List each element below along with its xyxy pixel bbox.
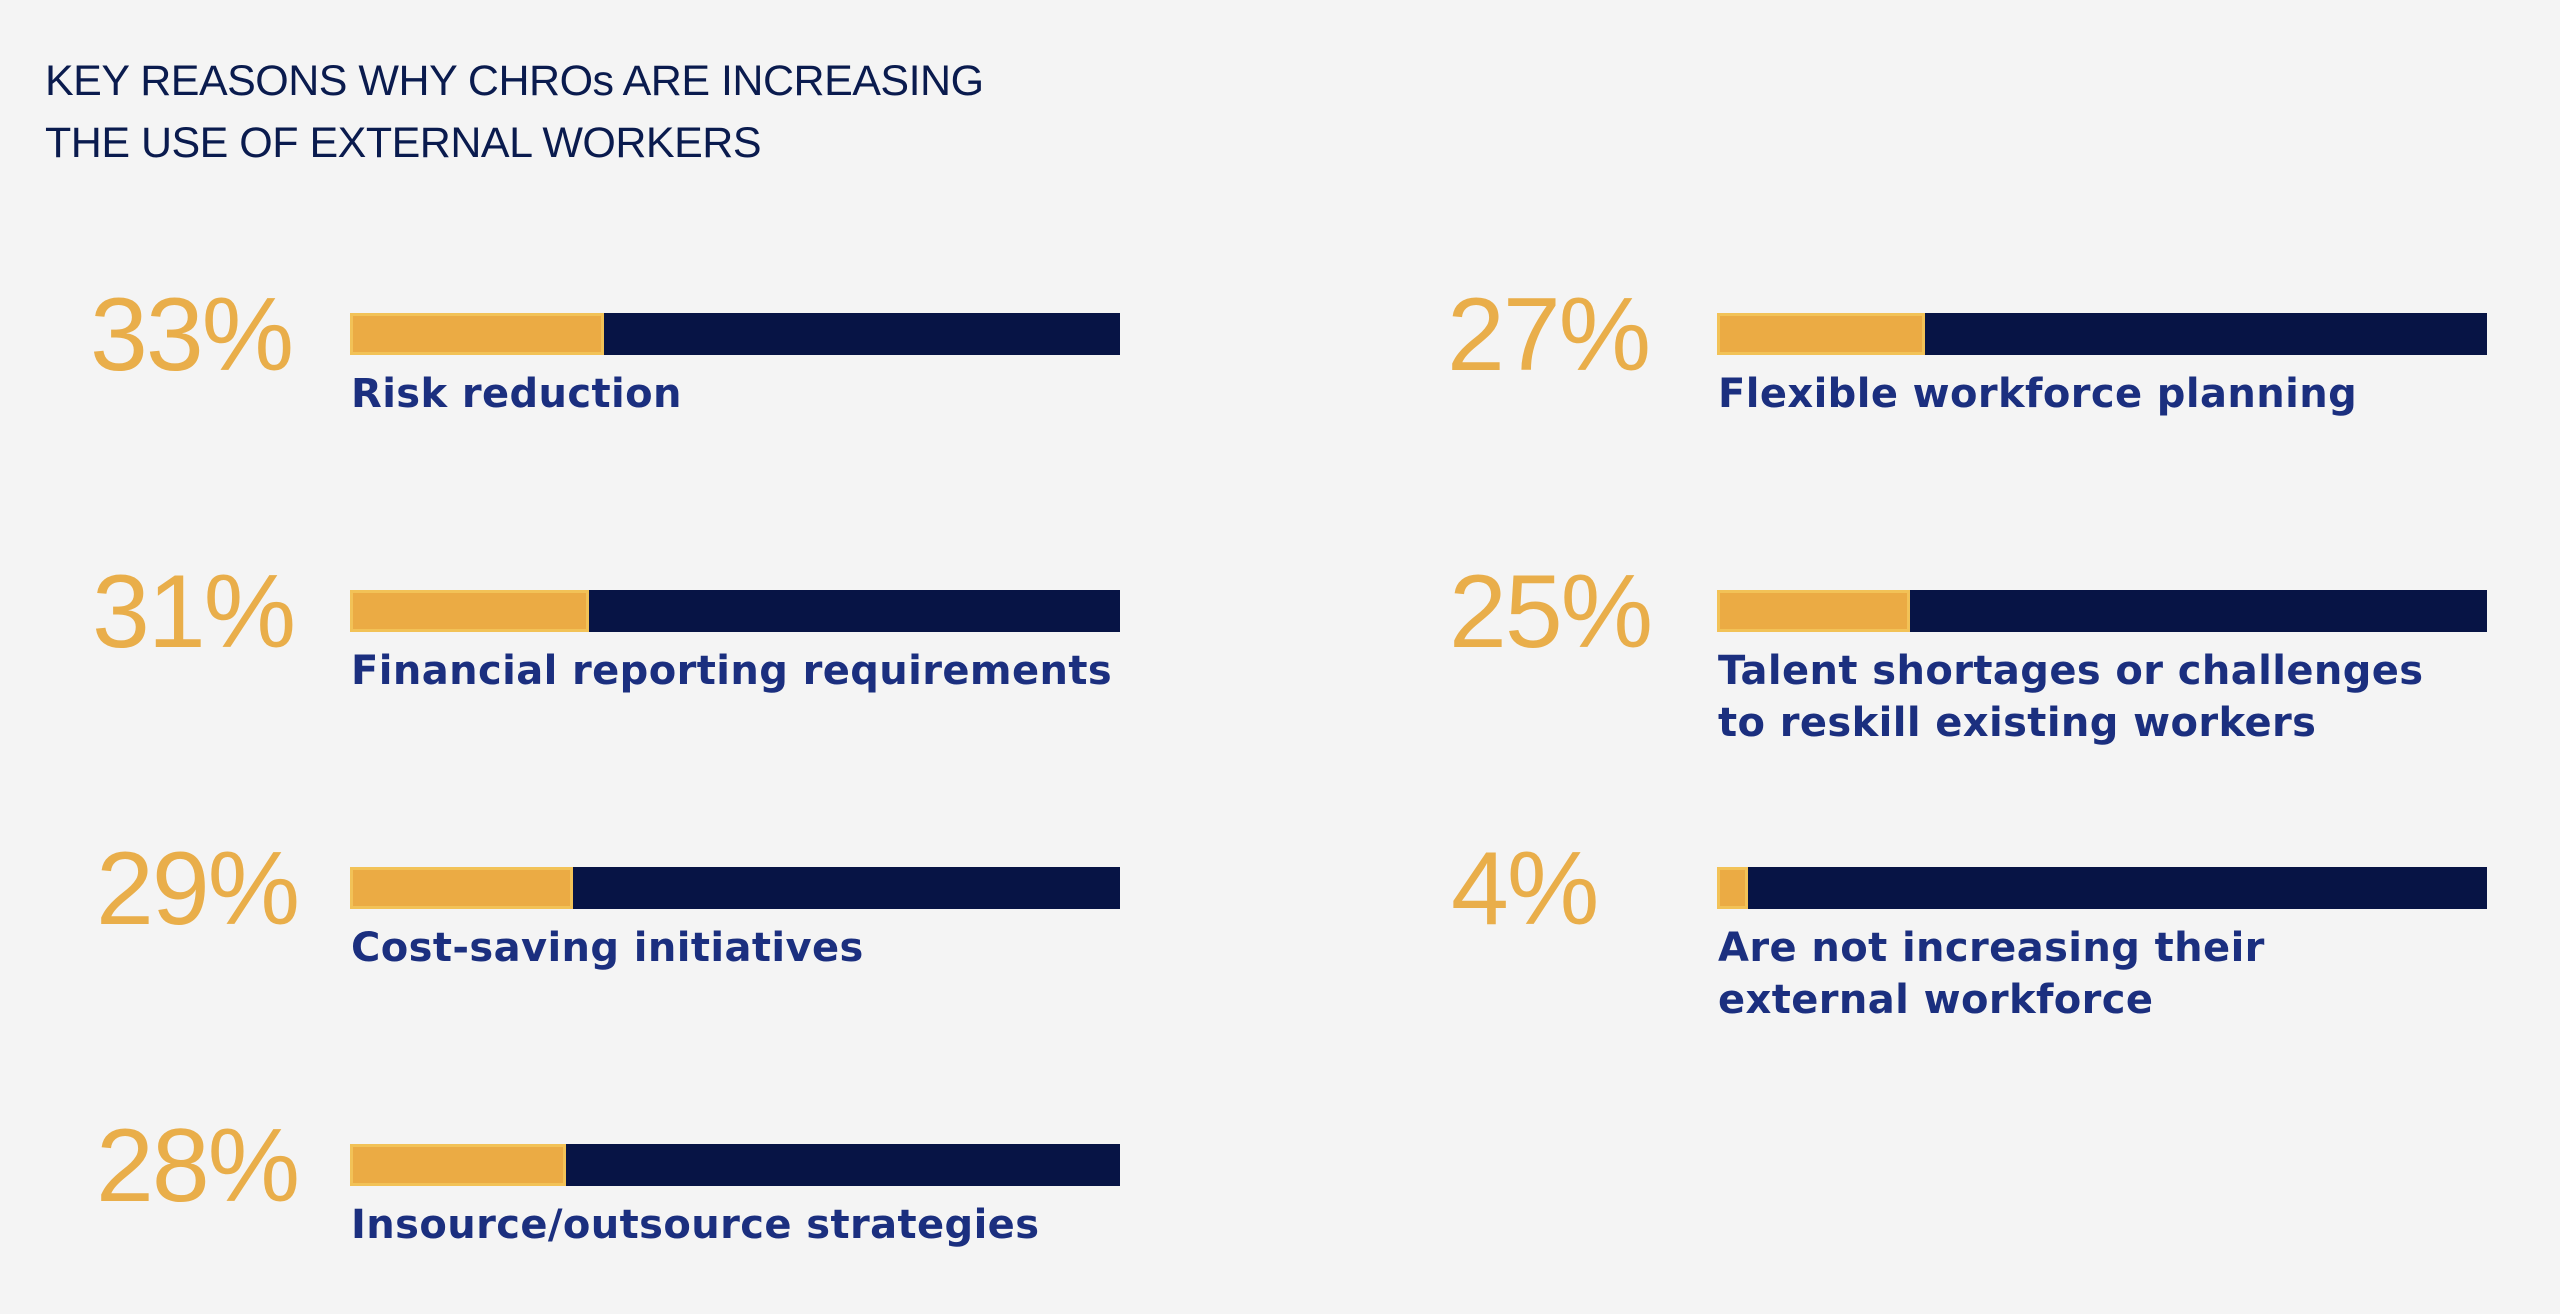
bar-track	[350, 590, 1120, 632]
bar-label-line: Financial reporting requirements	[351, 648, 1113, 694]
bar-item-talent-shortages: 25% Talent shortages or challenges to re…	[1449, 557, 2560, 757]
chart-title: KEY REASONS WHY CHROs ARE INCREASING THE…	[45, 50, 984, 174]
percent-label: 29%	[96, 831, 300, 947]
bar-label-line: Insource/outsource strategies	[351, 1202, 1040, 1248]
bar-track	[1717, 867, 2487, 909]
bar-label: Cost-saving initiatives	[351, 922, 1151, 974]
bar-track	[1717, 313, 2487, 355]
bar-label-line: to reskill existing workers	[1718, 700, 2317, 746]
chart-title-line-1: KEY REASONS WHY CHROs ARE INCREASING	[45, 57, 984, 105]
bar-fill	[1717, 313, 1925, 355]
percent-label: 27%	[1447, 277, 1651, 393]
bar-fill	[350, 313, 605, 355]
bar-fill	[350, 867, 574, 909]
bar-label-line: external workforce	[1718, 977, 2154, 1023]
bar-label-line: Talent shortages or challenges	[1718, 648, 2424, 694]
chart-title-line-2: THE USE OF EXTERNAL WORKERS	[45, 119, 762, 167]
bar-item-financial-reporting: 31% Financial reporting requirements	[92, 557, 1232, 757]
bar-fill	[350, 1144, 566, 1186]
bar-label-line: Cost-saving initiatives	[351, 925, 864, 971]
bar-label-line: Are not increasing their	[1718, 925, 2265, 971]
bar-label: Are not increasing their external workfo…	[1718, 922, 2518, 1026]
bar-item-insource-outsource: 28% Insource/outsource strategies	[96, 1111, 1236, 1311]
bar-track	[1717, 590, 2487, 632]
bar-item-not-increasing: 4% Are not increasing their external wor…	[1451, 834, 2560, 1034]
bar-fill	[1717, 590, 1910, 632]
bar-fill	[350, 590, 589, 632]
percent-label: 33%	[90, 277, 294, 393]
bar-track	[350, 1144, 1120, 1186]
bar-label: Financial reporting requirements	[351, 645, 1151, 697]
bar-label-line: Flexible workforce planning	[1718, 371, 2358, 417]
bar-label: Insource/outsource strategies	[351, 1199, 1151, 1251]
bar-label: Flexible workforce planning	[1718, 368, 2518, 420]
percent-label: 25%	[1449, 554, 1653, 670]
bar-label-line: Risk reduction	[351, 371, 682, 417]
bar-item-risk-reduction: 33% Risk reduction	[90, 280, 1230, 480]
bar-track	[350, 867, 1120, 909]
percent-label: 4%	[1451, 831, 1599, 947]
percent-label: 31%	[92, 554, 296, 670]
bar-item-cost-saving: 29% Cost-saving initiatives	[96, 834, 1236, 1034]
bar-fill	[1717, 867, 1748, 909]
bar-label: Risk reduction	[351, 368, 1151, 420]
bar-track	[350, 313, 1120, 355]
bar-label: Talent shortages or challenges to reskil…	[1718, 645, 2518, 749]
bar-item-flexible-workforce: 27% Flexible workforce planning	[1447, 280, 2560, 480]
percent-label: 28%	[96, 1108, 300, 1224]
